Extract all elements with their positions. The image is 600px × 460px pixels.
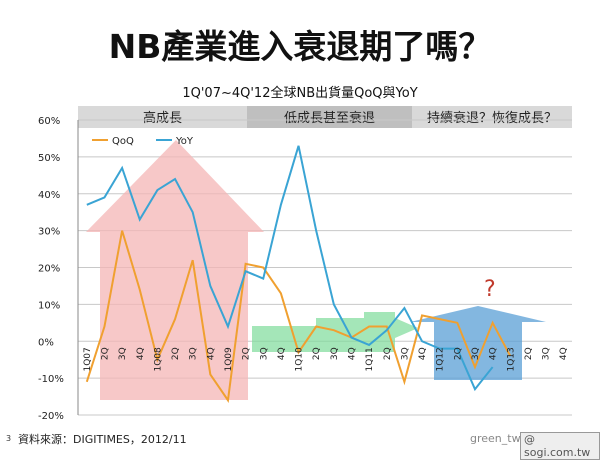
x-tick-label: 1Q11 <box>365 347 375 371</box>
x-tick-label: 4Q <box>347 347 357 360</box>
y-tick-label: 50% <box>38 153 60 164</box>
x-tick-label: 2Q <box>242 347 252 360</box>
y-tick-label: 10% <box>38 300 60 311</box>
arrow-up-shape <box>86 140 264 400</box>
x-tick-label: 1Q09 <box>224 347 234 372</box>
x-tick-label: 4Q <box>418 347 428 360</box>
x-tick-label: 1Q12 <box>436 347 446 371</box>
question-mark: ? <box>484 277 496 302</box>
x-tick-label: 2Q <box>171 347 181 360</box>
low-growth-arrow <box>252 312 418 352</box>
x-tick-label: 4Q <box>136 347 146 360</box>
phase-label-1: 高成長 <box>143 110 182 126</box>
x-tick-label: 4Q <box>277 347 287 360</box>
x-tick-label: 3Q <box>259 347 269 360</box>
chart-title: 1Q'07~4Q'12全球NB出貨量QoQ與YoY <box>182 86 418 101</box>
x-tick-label: 1Q08 <box>153 347 163 372</box>
high-growth-arrow <box>86 140 264 400</box>
y-tick-label: 0% <box>38 337 54 348</box>
arrow-uncertain-shape <box>410 306 546 380</box>
phase-label-2: 低成長甚至衰退 <box>284 110 375 126</box>
y-tick-label: 20% <box>38 264 60 275</box>
x-tick-label: 4Q <box>559 347 569 360</box>
legend-label-qoq: QoQ <box>112 136 134 147</box>
uncertain-arrow <box>410 306 546 380</box>
series-line-yoy <box>86 145 494 392</box>
slide: NB產業進入衰退期了嗎？ 1Q'07~4Q'12全球NB出貨量QoQ與YoY 高… <box>6 27 600 460</box>
y-tick-label: -10% <box>38 374 64 385</box>
y-tick-label: 30% <box>38 227 60 238</box>
x-tick-label: 1Q10 <box>295 347 305 372</box>
x-tick-label: 4Q <box>489 347 499 360</box>
arrow-flat-shape <box>252 312 418 352</box>
phase-band-1 <box>78 106 247 128</box>
x-tick-label: 1Q13 <box>506 347 516 371</box>
x-tick-label: 2Q <box>383 347 393 360</box>
x-tick-label: 3Q <box>400 347 410 360</box>
source-note: 資料來源：DIGITIMES，2012/11 <box>18 433 187 446</box>
y-tick-label: -20% <box>38 411 64 422</box>
series-line-qoq <box>85 230 512 403</box>
x-tick-label: 2Q <box>100 347 110 360</box>
x-tick-label: 3Q <box>189 347 199 360</box>
slide-title: NB產業進入衰退期了嗎？ <box>108 27 492 66</box>
x-tick-label: 2Q <box>524 347 534 360</box>
x-tick-label: 3Q <box>471 347 481 360</box>
x-tick-label: 2Q <box>453 347 463 360</box>
page-number: 3 <box>6 434 12 443</box>
x-tick-label: 3Q <box>542 347 552 360</box>
legend-label-yoy: YoY <box>175 136 194 147</box>
phase-band-3 <box>412 106 572 128</box>
x-tick-label: 2Q <box>312 347 322 360</box>
x-tick-label: 4Q <box>206 347 216 360</box>
chart: 高成長 低成長甚至衰退 持續衰退？恢復成長？ 60% 50% 40% 30% 20% 10% 0%… <box>38 106 572 422</box>
phase-band-2 <box>247 106 412 128</box>
x-tick-label: 3Q <box>330 347 340 360</box>
watermark-site: @ sogi.com.tw <box>520 432 600 460</box>
phase-label-3: 持續衰退？恢復成長？ <box>427 110 557 126</box>
y-tick-label: 40% <box>38 190 60 201</box>
x-tick-label: 1Q07 <box>83 347 93 371</box>
watermark-username: green_tw <box>470 432 521 445</box>
y-tick-label: 60% <box>38 116 60 127</box>
x-tick-label: 3Q <box>118 347 128 360</box>
